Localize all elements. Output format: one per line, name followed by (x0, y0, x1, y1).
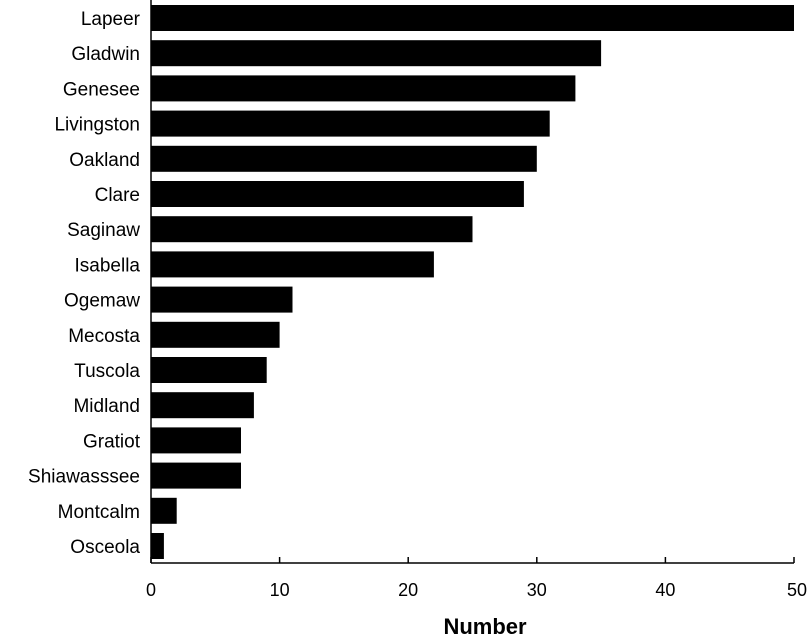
bar-osceola (151, 533, 164, 559)
category-label-ogemaw: Ogemaw (64, 291, 140, 312)
category-label-oakland: Oakland (69, 150, 140, 171)
x-axis-title: Number (443, 614, 527, 639)
bar-midland (151, 392, 254, 419)
bar-genesee (151, 75, 576, 102)
bar-oakland (151, 145, 537, 172)
x-tick-label-20: 20 (398, 580, 418, 600)
category-label-gladwin: Gladwin (71, 44, 140, 65)
bar-livingston (151, 110, 550, 137)
category-label-genesee: Genesee (63, 79, 140, 100)
category-label-osceola: Osceola (70, 537, 140, 558)
bars-group (151, 5, 794, 559)
category-label-montcalm: Montcalm (58, 502, 140, 523)
category-label-lapeer: Lapeer (81, 9, 141, 30)
bar-mecosta (151, 321, 280, 348)
bar-gratiot (151, 427, 241, 454)
category-label-tuscola: Tuscola (74, 361, 140, 382)
bar-ogemaw (151, 286, 293, 313)
x-tick-label-0: 0 (146, 580, 156, 600)
x-tick-label-10: 10 (270, 580, 290, 600)
category-label-saginaw: Saginaw (67, 220, 140, 241)
bar-isabella (151, 251, 434, 278)
bar-gladwin (151, 40, 602, 67)
bar-saginaw (151, 216, 473, 243)
bar-montcalm (151, 497, 177, 524)
bar-shiawasssee (151, 462, 241, 489)
x-axis-ticks: 0 10 20 30 40 50 (146, 557, 807, 600)
x-tick-label-30: 30 (527, 580, 547, 600)
category-label-mecosta: Mecosta (68, 326, 140, 347)
bar-lapeer (151, 5, 794, 31)
x-tick-label-40: 40 (655, 580, 675, 600)
bar-clare (151, 181, 524, 207)
category-label-midland: Midland (73, 396, 140, 417)
category-label-livingston: Livingston (54, 115, 140, 136)
x-tick-label-50: 50 (787, 580, 807, 600)
category-label-clare: Clare (95, 185, 140, 206)
category-label-shiawasssee: Shiawasssee (28, 467, 140, 488)
bar-tuscola (151, 357, 267, 383)
category-label-isabella: Isabella (75, 255, 141, 276)
category-labels: Lapeer Gladwin Genesee Livingston Oakland Cla… (28, 9, 141, 558)
category-label-gratiot: Gratiot (83, 431, 141, 452)
